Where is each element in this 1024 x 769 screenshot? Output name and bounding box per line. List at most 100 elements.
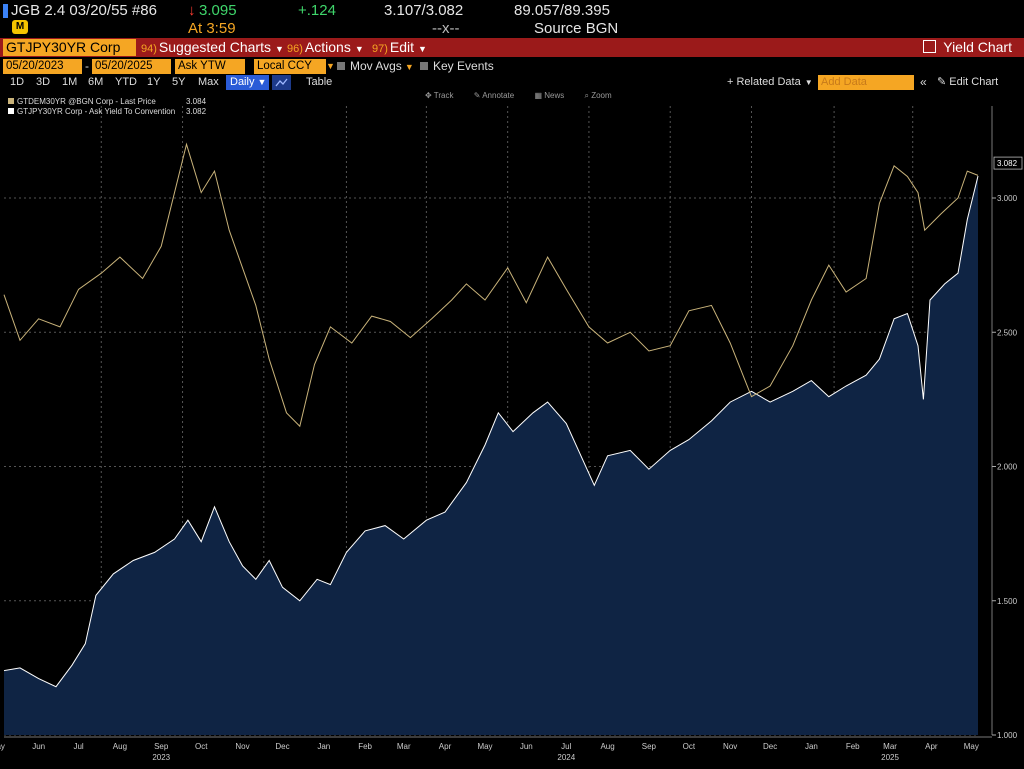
currency-select[interactable]: Local CCY bbox=[254, 59, 326, 74]
actions-menu[interactable]: 96) Actions ▼ bbox=[287, 39, 364, 55]
edit-menu[interactable]: 97) Edit ▼ bbox=[372, 39, 427, 55]
legend-item-japan[interactable]: GTJPY30YR Corp - Ask Yield To Convention… bbox=[8, 107, 206, 117]
x-month-label: Aug bbox=[113, 742, 127, 751]
caret-down-icon: ▼ bbox=[804, 78, 813, 87]
news-tool[interactable]: ▦ News bbox=[534, 91, 565, 100]
x-month-label: May bbox=[0, 742, 5, 751]
ticker-field[interactable]: GTJPY30YR Corp bbox=[3, 39, 136, 56]
quote-separator: --x-- bbox=[432, 20, 460, 37]
legend-label: GTDEM30YR @BGN Corp - Last Price bbox=[17, 97, 156, 106]
x-month-label: Dec bbox=[275, 742, 289, 751]
range-5y[interactable]: 5Y bbox=[172, 76, 186, 88]
external-link-icon bbox=[923, 40, 937, 53]
japan-yield-line bbox=[3, 175, 979, 688]
y-tick-label: 2.000 bbox=[997, 463, 1018, 472]
caret-down-icon: ▼ bbox=[354, 44, 364, 54]
down-arrow-icon: ↓ bbox=[188, 2, 196, 19]
x-month-label: Nov bbox=[723, 742, 737, 751]
current-value-label: 3.082 bbox=[997, 159, 1018, 168]
japan-yield-area bbox=[4, 176, 978, 735]
x-year-label: 2023 bbox=[152, 753, 170, 762]
suggested-charts-menu[interactable]: 94) Suggested Charts ▼ bbox=[141, 39, 284, 55]
range-3d[interactable]: 3D bbox=[36, 76, 51, 88]
quote-time: At 3:59 bbox=[188, 20, 236, 37]
chart-style-button[interactable] bbox=[272, 75, 291, 90]
x-month-label: Apr bbox=[439, 742, 452, 751]
x-month-label: Apr bbox=[925, 742, 938, 751]
zoom-tool[interactable]: ⌕ Zoom bbox=[584, 91, 612, 100]
x-month-label: Mar bbox=[883, 742, 897, 751]
x-month-label: Jan bbox=[317, 742, 330, 751]
x-month-label: May bbox=[964, 742, 979, 751]
range-1m[interactable]: 1M bbox=[62, 76, 78, 88]
x-month-label: May bbox=[477, 742, 492, 751]
checkbox-icon bbox=[337, 62, 345, 70]
legend-item-german[interactable]: GTDEM30YR @BGN Corp - Last Price 3.084 bbox=[8, 97, 206, 107]
caret-down-icon[interactable]: ▼ bbox=[326, 61, 335, 71]
security-name: JGB 2.4 03/20/55 #86 bbox=[11, 2, 157, 19]
yield-chart[interactable]: 1.000 1.500 2.000 2.500 3.000 3.082 May Jun Jul A… bbox=[0, 90, 1024, 769]
x-month-label: Sep bbox=[642, 742, 657, 751]
field-select[interactable]: Ask YTW bbox=[175, 59, 245, 74]
pencil-icon: ✎ bbox=[937, 76, 950, 88]
range-ytd[interactable]: YTD bbox=[115, 76, 137, 88]
x-month-label: Sep bbox=[154, 742, 169, 751]
yield-chart-button[interactable]: Yield Chart bbox=[923, 39, 1012, 56]
x-month-label: Jul bbox=[561, 742, 571, 751]
y-tick-label: 1.000 bbox=[997, 731, 1018, 740]
add-data-input[interactable]: Add Data bbox=[818, 75, 914, 90]
x-month-label: Feb bbox=[358, 742, 372, 751]
bid-ask-price: 89.057/89.395 bbox=[514, 2, 610, 19]
line-chart-icon bbox=[275, 78, 288, 87]
edit-chart-button[interactable]: ✎ Edit Chart bbox=[937, 76, 999, 88]
date-range-dash: - bbox=[85, 59, 89, 73]
annotate-tool[interactable]: ✎ Annotate bbox=[473, 91, 515, 100]
legend-value: 3.082 bbox=[186, 107, 207, 116]
x-month-label: Feb bbox=[846, 742, 860, 751]
quote-bar: JGB 2.4 03/20/55 #86 ↓ 3.095 +.124 3.107… bbox=[0, 0, 1024, 38]
command-bar bbox=[0, 38, 1024, 57]
range-max[interactable]: Max bbox=[198, 76, 219, 88]
legend-swatch bbox=[8, 108, 14, 114]
caret-down-icon: ▼ bbox=[418, 44, 427, 54]
range-1d[interactable]: 1D bbox=[10, 76, 25, 88]
x-month-label: Aug bbox=[600, 742, 614, 751]
x-month-label: Dec bbox=[763, 742, 777, 751]
end-date-field[interactable]: 05/20/2025 bbox=[92, 59, 171, 74]
x-month-label: Oct bbox=[683, 742, 696, 751]
start-date-field[interactable]: 05/20/2023 bbox=[3, 59, 82, 74]
track-tool[interactable]: ✥ Track bbox=[425, 91, 454, 100]
plus-icon: + bbox=[727, 76, 737, 88]
chart-legend: GTDEM30YR @BGN Corp - Last Price 3.084 G… bbox=[8, 97, 206, 117]
checkbox-icon bbox=[420, 62, 428, 70]
current-value-box bbox=[993, 156, 1023, 170]
x-month-label: Jun bbox=[32, 742, 45, 751]
market-status-icon: M bbox=[12, 20, 28, 34]
collapse-icon[interactable]: « bbox=[920, 75, 927, 89]
x-month-label: Jan bbox=[805, 742, 818, 751]
y-tick-label: 1.500 bbox=[997, 597, 1018, 606]
table-button[interactable]: Table bbox=[306, 76, 333, 88]
y-tick-label: 2.500 bbox=[997, 328, 1018, 337]
caret-down-icon: ▼ bbox=[274, 44, 284, 54]
period-select[interactable]: Daily ▼ bbox=[226, 75, 269, 90]
key-events-toggle[interactable]: Key Events bbox=[420, 59, 494, 74]
legend-label: GTJPY30YR Corp - Ask Yield To Convention bbox=[17, 107, 176, 116]
yield-change: +.124 bbox=[298, 2, 336, 19]
range-6m[interactable]: 6M bbox=[88, 76, 104, 88]
german-yield-line bbox=[3, 142, 979, 428]
x-month-label: Jul bbox=[73, 742, 83, 751]
mov-avgs-toggle[interactable]: Mov Avgs ▼ bbox=[337, 59, 414, 74]
related-data-menu[interactable]: + Related Data ▼ bbox=[727, 76, 813, 88]
x-month-label: Jun bbox=[520, 742, 533, 751]
range-1y[interactable]: 1Y bbox=[147, 76, 161, 88]
x-year-label: 2025 bbox=[881, 753, 899, 762]
last-yield: 3.095 bbox=[199, 2, 237, 19]
pricing-source: Source BGN bbox=[534, 20, 619, 37]
chart-tools: ✥ Track ✎ Annotate ▦ News ⌕ Zoom bbox=[425, 90, 630, 102]
y-tick-label: 3.000 bbox=[997, 194, 1018, 203]
legend-swatch bbox=[8, 98, 14, 104]
x-month-label: Nov bbox=[235, 742, 249, 751]
x-month-label: Oct bbox=[195, 742, 208, 751]
bid-ask-yield: 3.107/3.082 bbox=[384, 2, 464, 19]
